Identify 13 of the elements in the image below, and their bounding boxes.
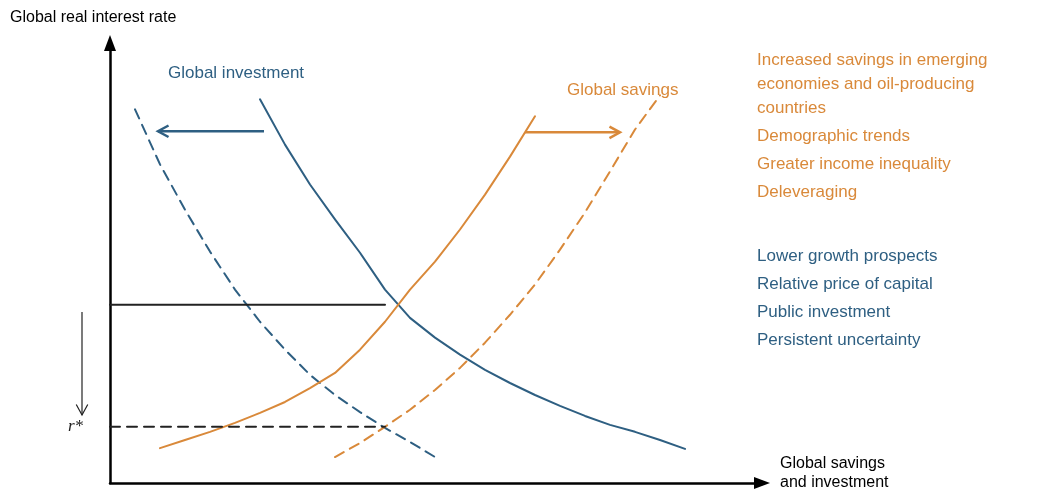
annotation: Greater income inequality <box>757 153 952 175</box>
x-axis-title: Global savings and investment <box>780 454 890 490</box>
annotation: Relative price of capital <box>757 273 934 295</box>
annotation: Lower growth prospects <box>757 245 939 267</box>
annotation: Persistent uncertainty <box>757 329 922 351</box>
annotation: Public investment <box>757 301 892 323</box>
y-axis-title: Global real interest rate <box>10 7 177 25</box>
annotation: Deleveraging <box>757 181 859 203</box>
annotation: Demographic trends <box>757 125 912 147</box>
text: r* <box>68 415 84 436</box>
text: Global savings <box>567 80 679 101</box>
annotation: Increased savings in emerging economies and oil-producing countries <box>757 49 989 119</box>
text: Global investment <box>168 63 305 84</box>
